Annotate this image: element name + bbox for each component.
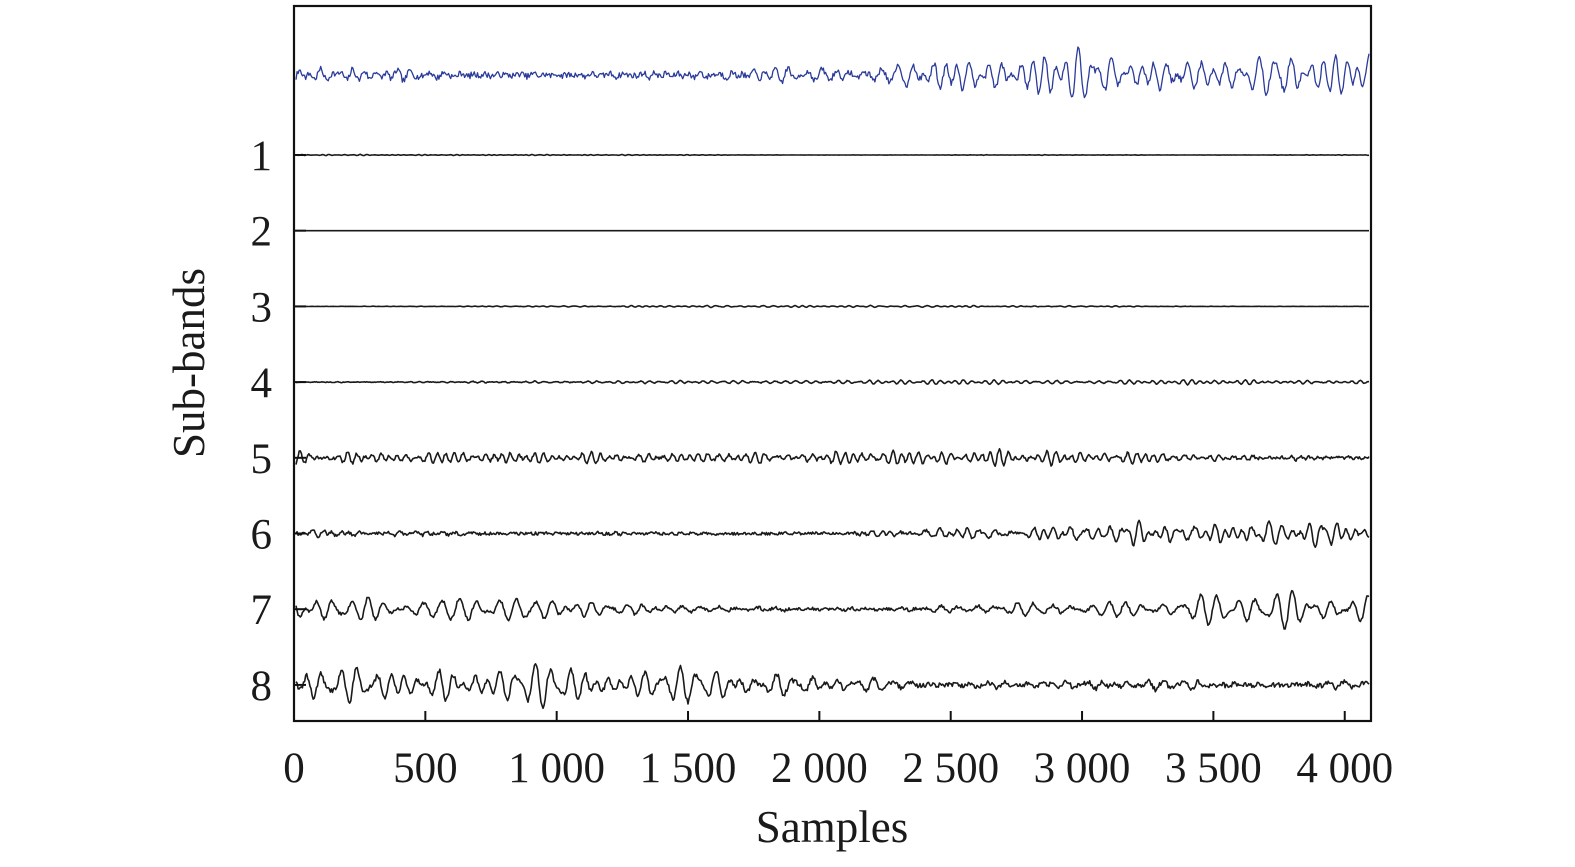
subband-8-trace [295, 663, 1370, 710]
x-tick-label: 3 500 [1165, 745, 1262, 792]
subband-1-trace [295, 153, 1370, 157]
x-tick-label: 2 500 [902, 745, 999, 792]
y-tick-label: 1 [251, 133, 273, 180]
y-tick-label: 3 [251, 284, 273, 331]
subband-4-trace [295, 378, 1370, 386]
x-tick-label: 0 [283, 745, 305, 792]
y-tick-label: 2 [251, 209, 273, 256]
traces-group [295, 46, 1370, 710]
subband-6-trace [295, 519, 1370, 548]
y-tick-label: 6 [251, 512, 273, 559]
x-axis-title: Samples [756, 802, 909, 852]
y-tick-label: 7 [251, 587, 273, 634]
x-tick-label: 1 500 [640, 745, 737, 792]
x-tick-label: 4 000 [1296, 745, 1393, 792]
x-tick-label: 2 000 [771, 745, 868, 792]
y-tick-label: 5 [251, 436, 273, 483]
subband-5-trace [295, 448, 1370, 467]
subband-3-trace [296, 304, 1370, 309]
subband-7-trace [295, 589, 1370, 630]
x-tick-label: 3 000 [1034, 745, 1131, 792]
x-tick-label: 500 [393, 745, 458, 792]
original-signal-trace [295, 46, 1370, 99]
y-axis-title: Sub-bands [164, 268, 214, 458]
y-ticks-group: 1 2 3 4 5 6 7 8 [251, 133, 306, 710]
y-tick-label: 4 [251, 360, 273, 407]
plot-frame [292, 4, 1373, 723]
y-tick-label: 8 [251, 663, 273, 710]
x-ticks-group: 0 500 1 000 1 500 2 000 2 500 3 000 3 500 4 000 [283, 711, 1393, 792]
x-tick-label: 1 000 [508, 745, 605, 792]
